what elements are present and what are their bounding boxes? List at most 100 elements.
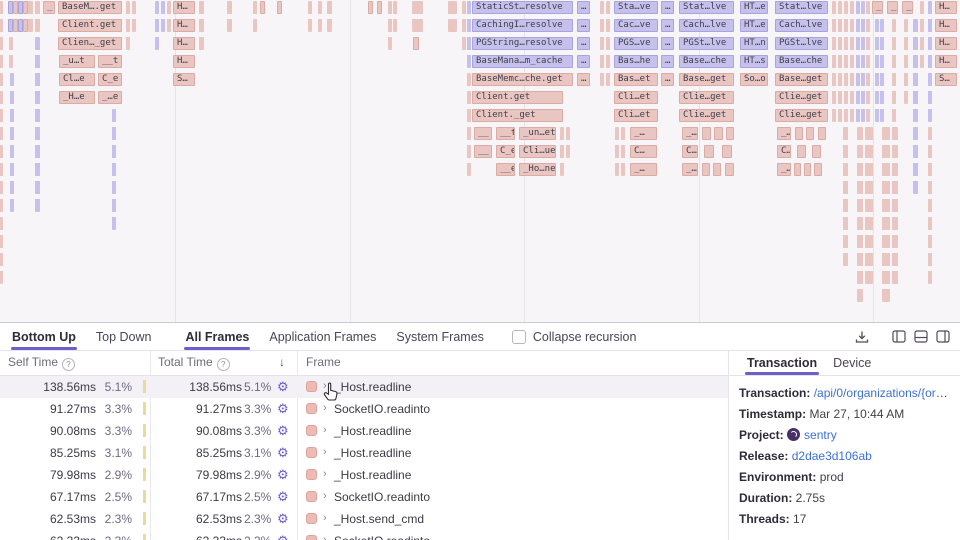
flame-frame-sliver[interactable] — [880, 19, 884, 122]
flame-frame-sliver[interactable] — [866, 1, 870, 122]
frame-settings-gear-icon[interactable]: ⚙ — [277, 423, 289, 438]
flame-frame-sliver[interactable] — [9, 37, 13, 68]
flame-frame-sliver[interactable] — [882, 127, 890, 302]
flame-frame-sliver[interactable] — [838, 1, 842, 122]
flame-frame[interactable]: PGSt…lve — [775, 37, 828, 50]
flame-frame-sliver[interactable] — [199, 1, 204, 50]
flame-frame[interactable]: Sta…ve — [614, 1, 658, 14]
flame-frame-sliver[interactable] — [928, 127, 932, 284]
flame-frame-sliver[interactable] — [13, 19, 18, 32]
flame-frame-sliver[interactable] — [794, 163, 801, 176]
flame-frame-sliver[interactable] — [308, 1, 312, 32]
flame-frame-sliver[interactable] — [726, 127, 734, 140]
flame-frame[interactable]: Cac…ve — [614, 19, 658, 32]
flame-frame[interactable]: _… — [777, 127, 791, 140]
expand-chevron-icon[interactable]: › — [323, 512, 327, 524]
flame-frame[interactable]: Cli…et — [614, 109, 658, 122]
flame-frame[interactable]: Cl…e — [59, 73, 95, 86]
frame-name[interactable]: _Host.readline — [334, 380, 412, 394]
tab-top-down[interactable]: Top Down — [95, 329, 152, 344]
flame-frame-sliver[interactable] — [377, 1, 382, 14]
field-value[interactable]: d2dae3d106ab — [791, 449, 872, 463]
info-icon[interactable]: ? — [216, 358, 230, 371]
flame-frame-sliver[interactable] — [35, 1, 40, 32]
flame-frame[interactable]: __ — [474, 127, 492, 140]
flame-frame-sliver[interactable] — [227, 1, 232, 32]
flame-frame-sliver[interactable] — [18, 19, 23, 32]
flame-frame-sliver[interactable] — [412, 1, 423, 32]
flame-frame[interactable]: Client.get — [58, 19, 122, 32]
panel-bottom-icon[interactable] — [913, 329, 928, 344]
flame-frame-sliver[interactable] — [725, 163, 734, 176]
flame-frame-sliver[interactable] — [865, 127, 873, 284]
flame-frame-sliver[interactable] — [327, 1, 332, 32]
flame-frame[interactable]: Clie…get — [775, 109, 828, 122]
expand-chevron-icon[interactable]: › — [323, 446, 327, 458]
tab-transaction[interactable]: Transaction — [739, 351, 825, 375]
flame-frame[interactable]: … — [661, 19, 674, 32]
frame-settings-gear-icon[interactable]: ⚙ — [277, 489, 289, 504]
flame-frame[interactable]: Base…get — [679, 73, 734, 86]
flame-frame-sliver[interactable] — [560, 127, 564, 176]
flame-frame[interactable]: CachingI…resolve — [472, 19, 573, 32]
frame-settings-gear-icon[interactable]: ⚙ — [277, 511, 289, 526]
flame-frame[interactable]: PGS…ve — [614, 37, 658, 50]
flame-frame[interactable]: _ — [43, 1, 55, 14]
flame-frame-sliver[interactable] — [8, 19, 13, 32]
flame-frame-sliver[interactable] — [10, 73, 14, 212]
flame-frame[interactable]: S… — [173, 73, 195, 86]
self-time-header[interactable]: Self Time? — [8, 355, 76, 371]
flame-frame-sliver[interactable] — [795, 127, 803, 140]
flame-frame[interactable]: BaseMana…m_cache — [472, 55, 573, 68]
flame-frame-sliver[interactable] — [462, 1, 466, 50]
flame-frame[interactable]: H… — [173, 1, 195, 14]
flame-frame[interactable]: Clie…get — [679, 109, 734, 122]
flame-frame-sliver[interactable] — [23, 1, 28, 14]
frame-name[interactable]: SocketIO.readinto — [334, 490, 431, 504]
expand-chevron-icon[interactable]: › — [323, 424, 327, 436]
flame-frame[interactable]: C… — [777, 145, 791, 158]
flame-frame[interactable]: H… — [173, 37, 195, 50]
frame-settings-gear-icon[interactable]: ⚙ — [277, 467, 289, 482]
panel-right-icon[interactable] — [935, 329, 950, 344]
flame-frame-sliver[interactable] — [812, 145, 821, 158]
download-icon[interactable] — [854, 329, 869, 344]
total-time-header[interactable]: Total Time? — [158, 355, 230, 371]
flame-frame-sliver[interactable] — [167, 1, 171, 32]
flame-frame-sliver[interactable] — [714, 127, 723, 140]
flame-frame-sliver[interactable] — [132, 1, 136, 32]
flame-frame-sliver[interactable] — [818, 127, 826, 140]
flame-frame-sliver[interactable] — [615, 127, 619, 176]
flame-frame-sliver[interactable] — [277, 1, 282, 14]
flame-frame[interactable]: Clie…get — [775, 91, 828, 104]
flame-frame-sliver[interactable] — [804, 163, 811, 176]
flame-frame[interactable]: H… — [935, 19, 957, 32]
flame-frame[interactable]: _… — [630, 163, 657, 176]
flame-frame[interactable]: Cach…lve — [775, 19, 828, 32]
flame-frame-sliver[interactable] — [112, 109, 116, 230]
flame-frame[interactable]: Base…get — [775, 73, 828, 86]
flame-frame-sliver[interactable] — [318, 1, 322, 32]
flame-frame[interactable]: HT…s — [740, 55, 768, 68]
flame-frame[interactable]: C_e — [98, 73, 122, 86]
flame-frame[interactable]: BaseMemc…che.get — [472, 73, 573, 86]
flame-frame-sliver[interactable] — [8, 1, 13, 14]
table-row[interactable]: 79.98ms 2.9% 79.98ms 2.9% ⚙ › _Host.readline — [0, 464, 728, 486]
table-row[interactable]: 138.56ms 5.1% 138.56ms 5.1% ⚙ › _Host.readline — [0, 376, 728, 398]
flame-frame[interactable]: StaticSt…resolve — [472, 1, 573, 14]
tab-bottom-up[interactable]: Bottom Up — [2, 323, 86, 350]
flame-frame[interactable]: So…o — [740, 73, 768, 86]
panel-left-icon[interactable] — [891, 329, 906, 344]
flame-frame[interactable]: _H…e — [59, 91, 95, 104]
flame-frame-sliver[interactable] — [566, 127, 570, 158]
flame-frame-sliver[interactable] — [126, 1, 130, 50]
flame-frame-sliver[interactable] — [832, 1, 836, 122]
sort-descending-icon[interactable]: ↓ — [279, 355, 285, 369]
flame-frame-sliver[interactable] — [18, 1, 23, 14]
frame-name[interactable]: _Host.send_cmd — [334, 512, 425, 526]
flame-frame-sliver[interactable] — [35, 37, 40, 212]
flame-frame[interactable]: _… — [682, 163, 698, 176]
flame-frame-sliver[interactable] — [413, 37, 419, 50]
flame-frame[interactable]: _… — [682, 127, 698, 140]
flame-frame-sliver[interactable] — [368, 1, 373, 14]
